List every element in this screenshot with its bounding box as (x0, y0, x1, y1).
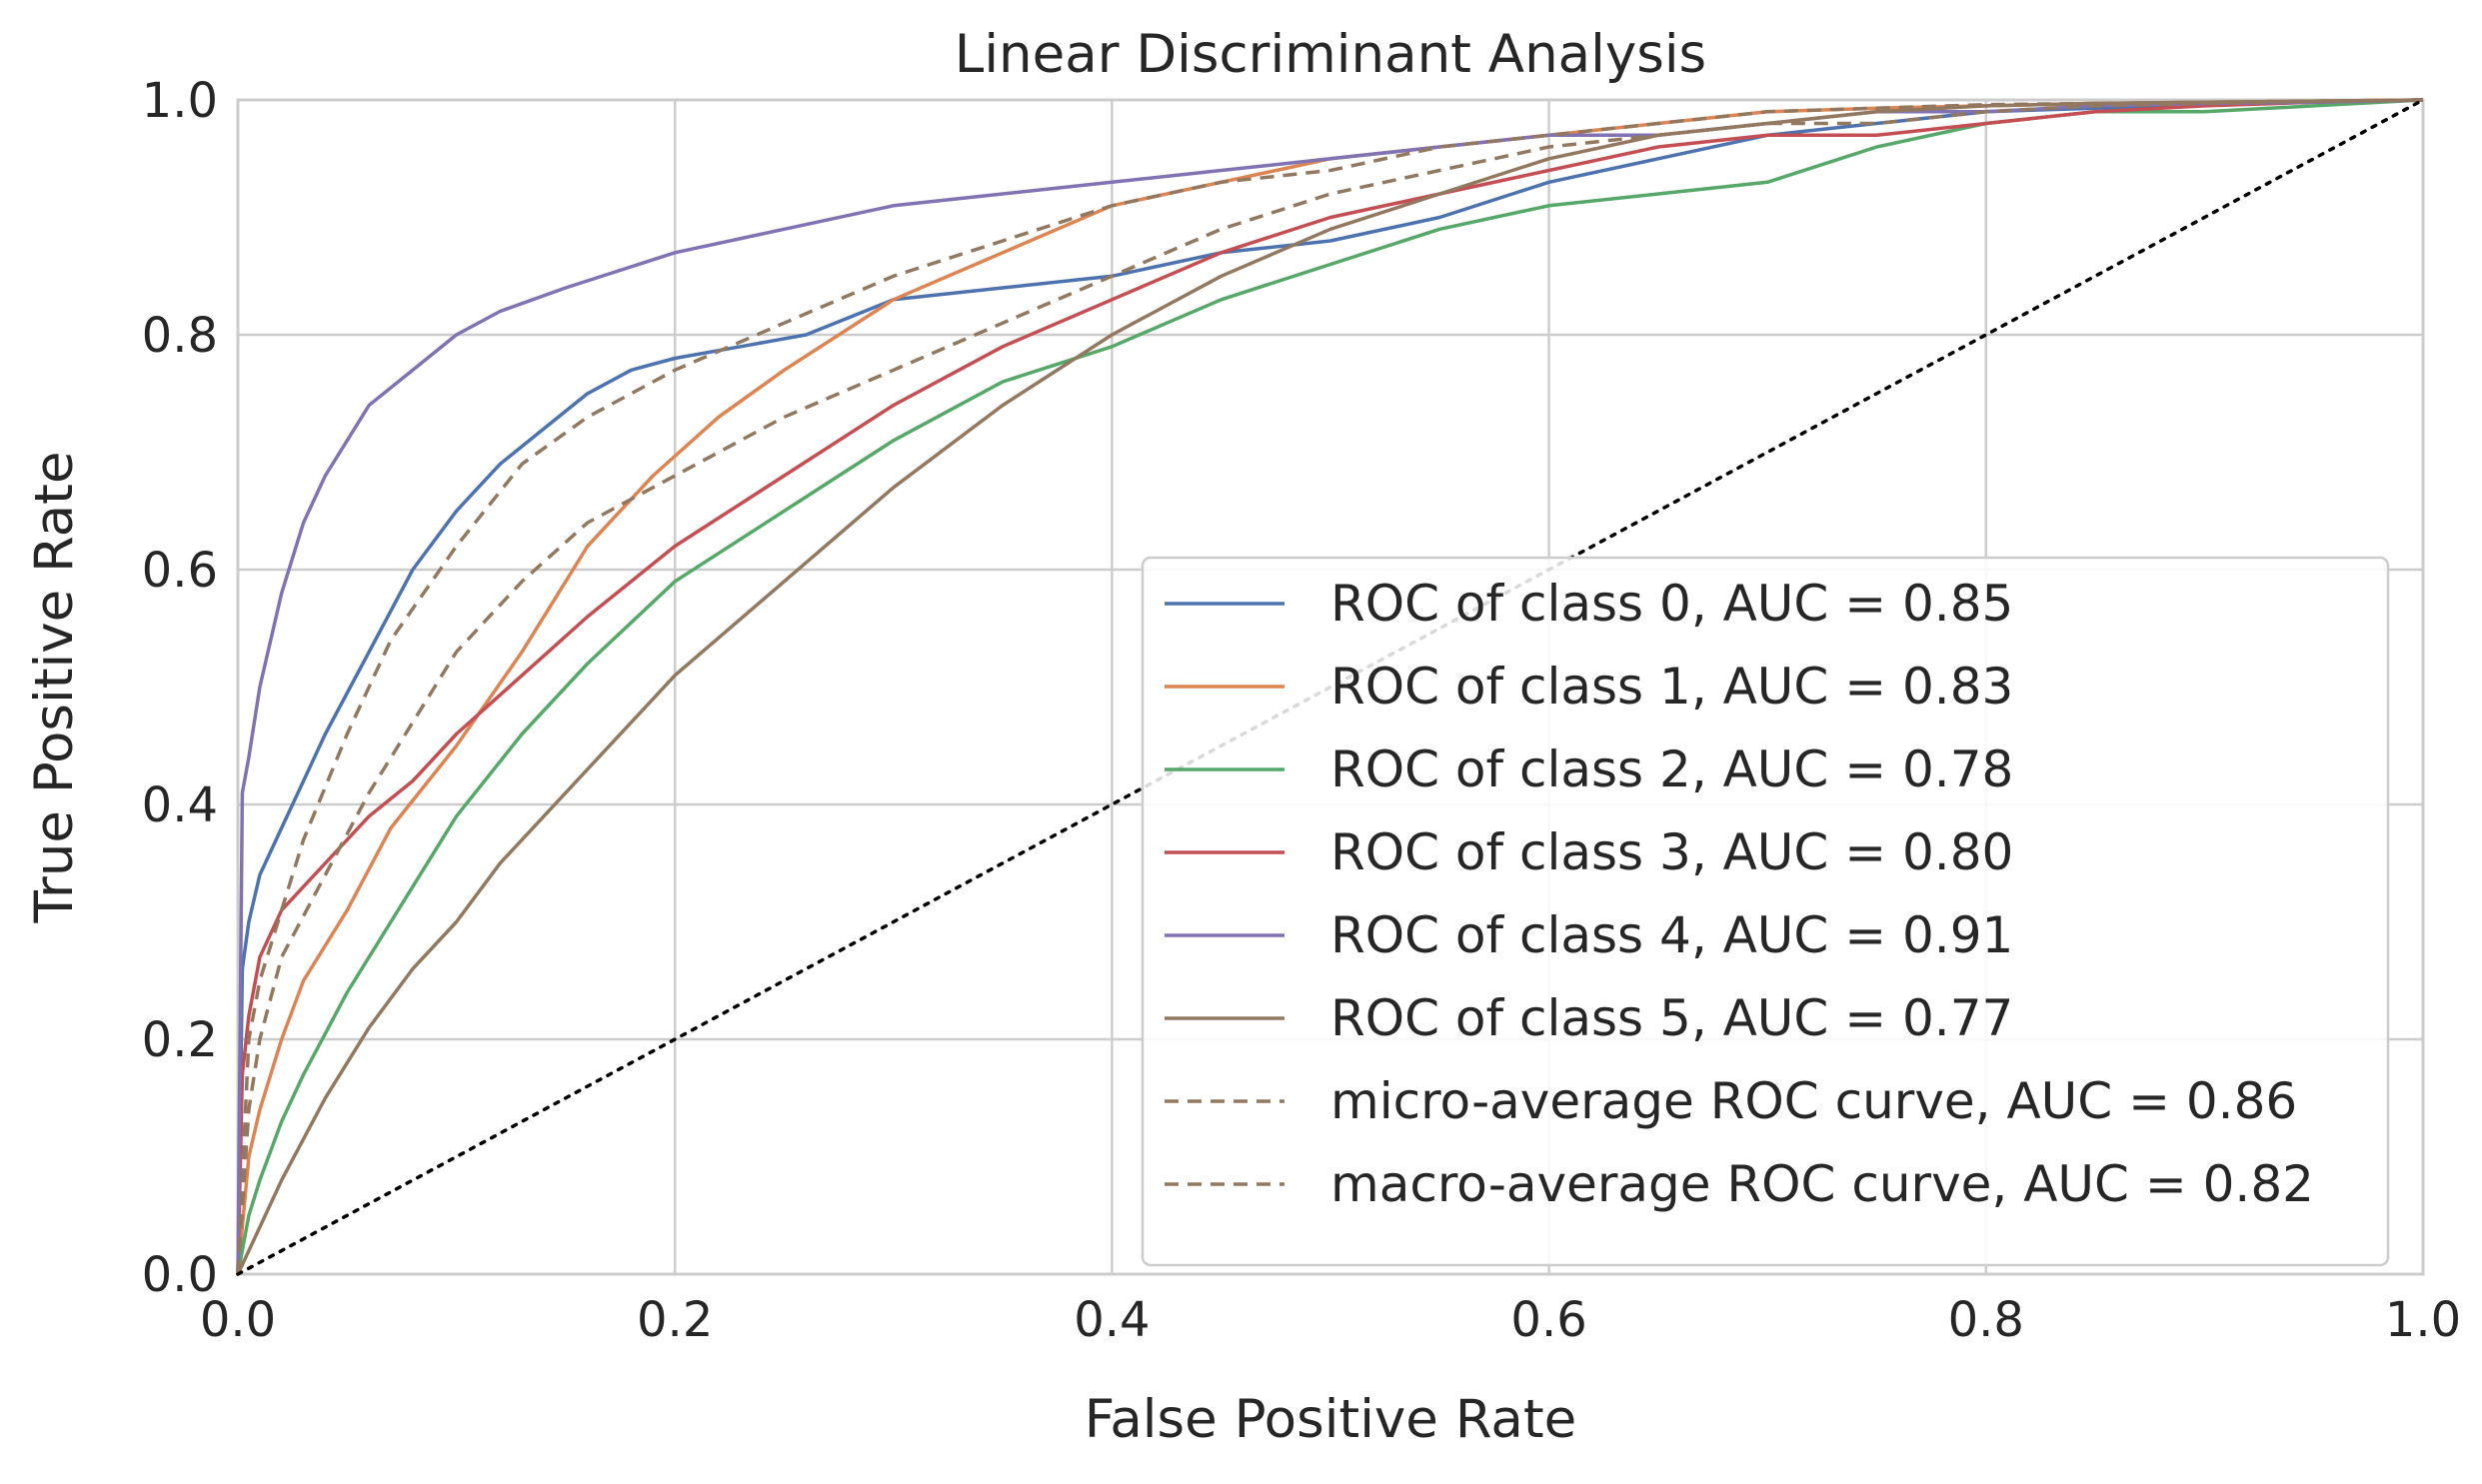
y-tick-label: 0.0 (142, 1247, 218, 1303)
legend-entry-label: ROC of class 2, AUC = 0.78 (1330, 741, 2013, 798)
y-tick-label: 0.4 (142, 777, 218, 833)
x-axis-label: False Positive Rate (1085, 1389, 1577, 1450)
legend-box (1141, 556, 2390, 1267)
x-tick-label: 0.4 (1074, 1292, 1150, 1348)
x-tick-label: 0.6 (1510, 1292, 1586, 1348)
legend-entry-label: ROC of class 5, AUC = 0.77 (1330, 989, 2013, 1047)
y-tick-labels: 0.0 0.2 0.4 0.6 0.8 1.0 (142, 73, 218, 1303)
series-line-0 (236, 98, 2424, 1275)
legend-entry-label: macro-average ROC curve, AUC = 0.82 (1330, 1155, 2314, 1213)
legend: ROC of class 0, AUC = 0.85 ROC of class 1… (1141, 556, 2390, 1267)
series-line-3 (236, 98, 2424, 1275)
x-tick-label: 1.0 (2385, 1292, 2461, 1348)
y-axis-label: True Positive Rate (24, 451, 85, 923)
y-tick-label: 0.6 (142, 543, 218, 599)
x-tick-label: 0.0 (200, 1292, 276, 1348)
x-tick-label: 0.8 (1948, 1292, 2024, 1348)
legend-entry-label: micro-average ROC curve, AUC = 0.86 (1330, 1072, 2297, 1130)
series-lines (236, 98, 2425, 1276)
series-line-5 (236, 98, 2424, 1275)
x-tick-label: 0.2 (637, 1292, 713, 1348)
series-line-6 (236, 98, 2424, 1275)
legend-entry-label: ROC of class 0, AUC = 0.85 (1330, 575, 2013, 633)
series-line-7 (236, 98, 2424, 1275)
chart-title: Linear Discriminant Analysis (955, 24, 1706, 85)
y-tick-label: 0.8 (142, 308, 218, 364)
y-tick-label: 0.2 (142, 1012, 218, 1068)
legend-entry-label: ROC of class 4, AUC = 0.91 (1330, 906, 2013, 964)
legend-entry-label: ROC of class 1, AUC = 0.83 (1330, 658, 2013, 716)
plot-frame (236, 98, 2425, 1276)
x-tick-labels: 0.0 0.2 0.4 0.6 0.8 1.0 (200, 1292, 2461, 1348)
y-tick-label: 1.0 (142, 73, 218, 129)
series-line-2 (236, 98, 2424, 1275)
legend-entry-label: ROC of class 3, AUC = 0.80 (1330, 823, 2013, 881)
